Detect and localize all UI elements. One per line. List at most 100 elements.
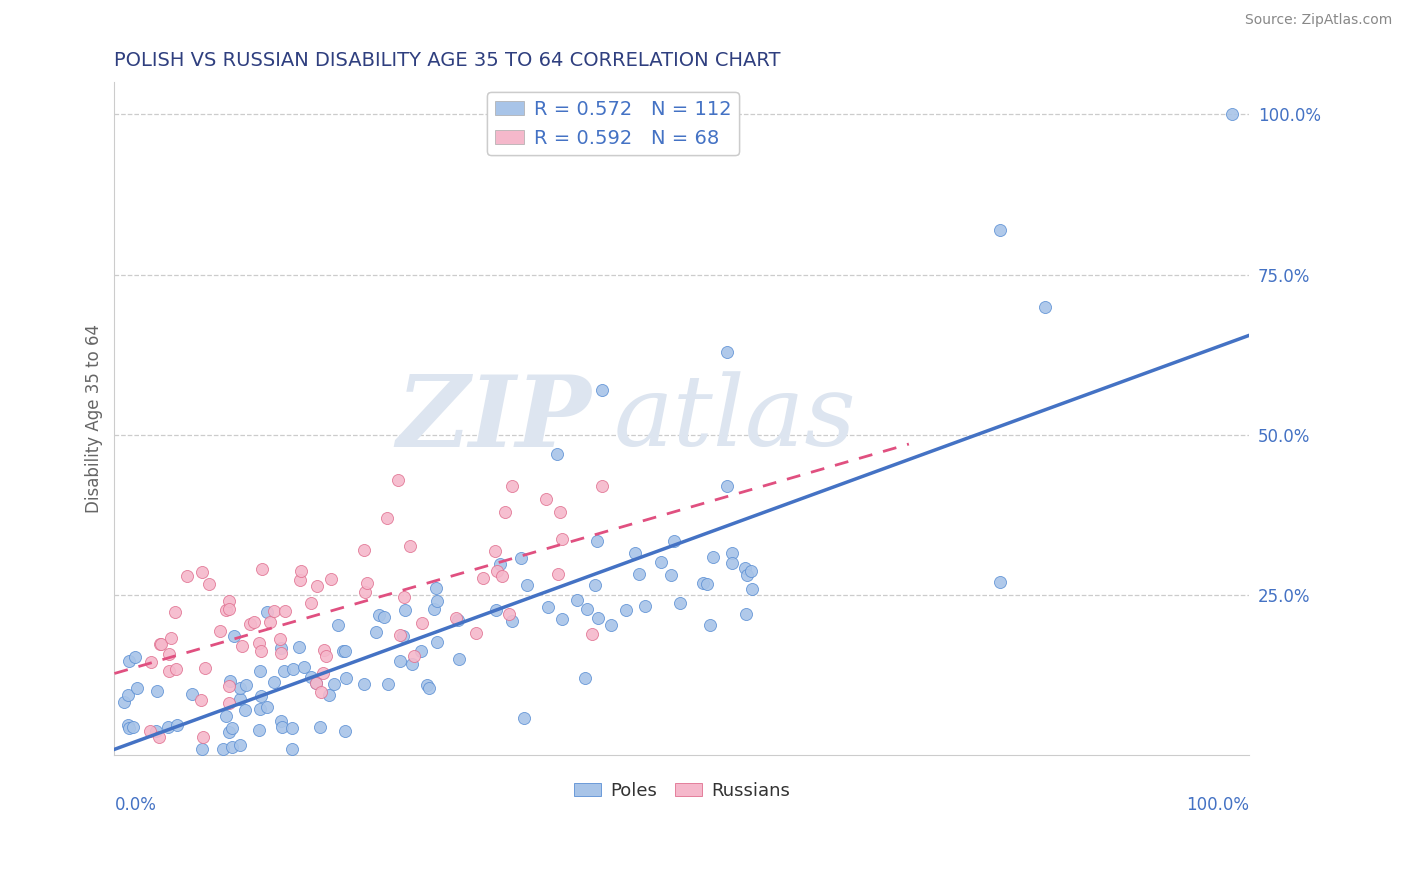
Text: POLISH VS RUSSIAN DISABILITY AGE 35 TO 64 CORRELATION CHART: POLISH VS RUSSIAN DISABILITY AGE 35 TO 6… [114, 51, 780, 70]
Point [484, 544, 506, 558]
Point [283, 662, 305, 676]
Point [218, 696, 240, 710]
Point [614, 603, 637, 617]
Point [576, 602, 599, 616]
Point [233, 703, 256, 717]
Point [118, 654, 141, 668]
Point [662, 533, 685, 548]
Point [270, 714, 292, 728]
Point [118, 722, 141, 736]
Point [392, 629, 415, 643]
Point [394, 603, 416, 617]
Point [166, 718, 188, 732]
Point [547, 567, 569, 582]
Point [208, 624, 231, 639]
Point [221, 721, 243, 735]
Point [628, 567, 651, 582]
Point [574, 671, 596, 685]
Point [735, 607, 758, 621]
Text: 0.0%: 0.0% [114, 796, 156, 814]
Point [702, 549, 724, 564]
Point [534, 491, 557, 506]
Point [270, 641, 292, 656]
Point [388, 654, 411, 668]
Point [273, 665, 295, 679]
Point [191, 565, 214, 579]
Point [256, 699, 278, 714]
Point [581, 627, 603, 641]
Point [411, 643, 433, 657]
Point [368, 607, 391, 622]
Text: atlas: atlas [614, 371, 856, 467]
Point [249, 701, 271, 715]
Point [398, 539, 420, 553]
Point [740, 564, 762, 578]
Point [494, 505, 516, 519]
Point [591, 479, 613, 493]
Point [218, 725, 240, 739]
Point [411, 616, 433, 631]
Point [537, 600, 560, 615]
Point [112, 695, 135, 709]
Point [392, 590, 415, 604]
Point [125, 681, 148, 695]
Point [720, 546, 742, 560]
Point [311, 684, 333, 698]
Point [498, 607, 520, 621]
Point [231, 639, 253, 653]
Point [191, 742, 214, 756]
Point [447, 613, 470, 627]
Point [1033, 300, 1056, 314]
Point [650, 555, 672, 569]
Point [319, 572, 342, 586]
Point [366, 624, 388, 639]
Point [124, 650, 146, 665]
Point [318, 688, 340, 702]
Point [444, 611, 467, 625]
Point [218, 679, 240, 693]
Point [426, 635, 449, 649]
Point [548, 505, 571, 519]
Point [489, 557, 512, 571]
Point [485, 564, 508, 578]
Point [332, 643, 354, 657]
Point [122, 720, 145, 734]
Point [312, 642, 335, 657]
Point [546, 447, 568, 461]
Point [634, 599, 657, 613]
Point [198, 577, 221, 591]
Point [138, 723, 160, 738]
Point [416, 678, 439, 692]
Point [716, 344, 738, 359]
Point [239, 616, 262, 631]
Point [157, 647, 180, 661]
Point [501, 479, 523, 493]
Point [259, 615, 281, 630]
Point [290, 564, 312, 578]
Point [586, 610, 609, 624]
Point [149, 637, 172, 651]
Point [551, 611, 574, 625]
Point [509, 550, 531, 565]
Point [249, 690, 271, 704]
Point [389, 628, 412, 642]
Point [288, 640, 311, 654]
Point [149, 637, 172, 651]
Point [249, 664, 271, 678]
Point [247, 636, 270, 650]
Point [333, 724, 356, 739]
Point [250, 562, 273, 576]
Point [447, 651, 470, 665]
Point [270, 646, 292, 660]
Point [335, 671, 357, 685]
Point [551, 532, 574, 546]
Point [305, 676, 328, 690]
Point [353, 543, 375, 558]
Point [256, 606, 278, 620]
Point [269, 632, 291, 647]
Point [692, 575, 714, 590]
Point [426, 594, 449, 608]
Point [157, 720, 180, 734]
Point [191, 730, 214, 744]
Point [190, 693, 212, 707]
